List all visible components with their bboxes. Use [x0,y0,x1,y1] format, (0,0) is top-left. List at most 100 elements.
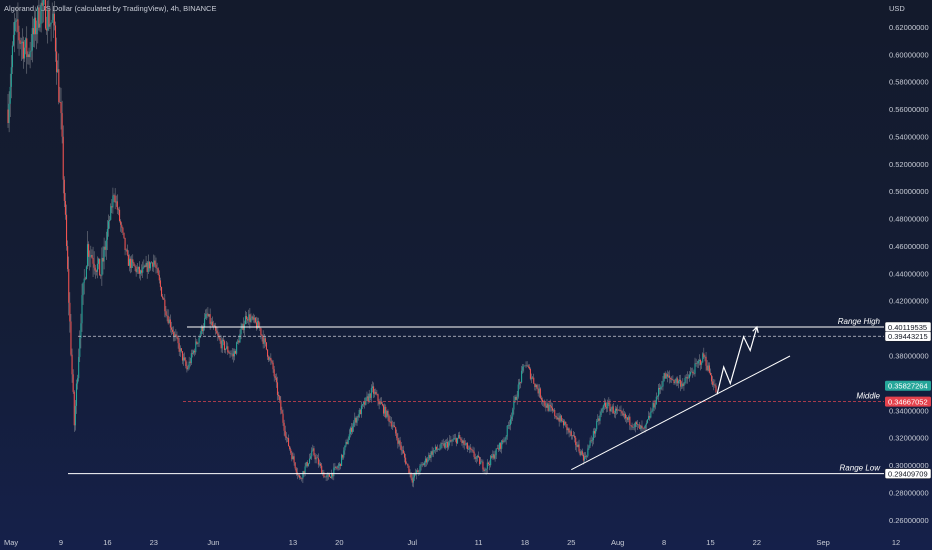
candle-body [22,41,25,59]
candle-body [16,19,18,21]
candle-body [133,262,135,266]
candle-body [74,405,76,426]
candle-body [406,463,408,465]
candle-body [219,338,221,341]
candle-body [624,414,626,419]
candle-body [557,417,559,420]
candle-body [223,341,226,350]
candle-body [40,2,42,24]
candle-body [608,402,610,404]
candle-body [77,378,79,384]
candle-body [452,439,454,441]
candle-body [176,335,178,338]
candle-body [539,388,541,398]
candle-body [545,405,547,408]
candle-body [125,249,127,251]
candle-body [649,416,651,418]
candle-body [409,472,411,474]
candle-body [50,22,52,25]
candle-body [286,437,288,439]
y-tick-label: 0.50000000 [889,187,929,196]
candle-body [113,195,115,197]
candle-body [349,427,351,435]
candle-body [434,446,436,451]
candle-body [72,374,74,392]
candle-body [525,365,527,367]
candle-body [154,260,156,265]
candle-body [334,466,336,468]
candle-body [186,366,188,370]
candle-body [300,477,302,479]
candle-body [301,478,303,480]
candle-body [315,457,317,460]
candle-body [431,451,433,455]
candle-body [604,402,607,408]
candle-body [672,379,674,381]
candle-body [308,458,311,464]
candle-body [475,457,477,459]
candle-body [617,409,619,411]
candle-body [145,262,147,267]
candle-body [202,327,205,332]
candle-body [164,299,166,312]
candle-body [41,2,43,6]
candle-body [536,384,538,389]
candle-body [567,428,569,431]
candle-body [53,13,55,26]
candle-body [449,440,451,443]
candle-body [281,410,283,414]
x-tick-label: 18 [521,538,529,547]
candle-body [33,17,36,35]
candle-body [194,350,196,353]
candle-body [437,449,439,451]
candle-body [31,28,33,51]
candle-body [109,219,111,222]
candle-body [534,383,536,388]
candle-body [708,365,710,373]
levels-layer: Range High Middle Range Low [68,317,884,475]
candle-body [110,206,112,220]
candle-body [61,113,63,137]
candle-body [146,262,148,272]
candle-body [88,244,90,257]
candle-body [275,377,277,383]
candle-body [546,403,548,408]
candle-body [56,51,58,73]
candle-body [175,334,177,336]
candle-body [107,221,110,230]
candle-body [691,371,693,373]
candle-body [310,456,312,459]
candle-body [284,430,286,437]
candle-body [80,323,82,339]
candle-body [317,458,319,465]
candle-body [155,264,157,268]
candle-body [363,402,365,405]
candle-body [518,382,520,385]
candle-body [75,383,78,406]
candle-body [316,457,318,459]
candle-body [42,0,44,6]
candle-body [571,435,573,436]
candle-body [9,86,11,104]
candle-body [638,424,640,426]
candle-body [612,406,614,414]
candle-body [463,440,465,445]
candle-body [603,402,605,406]
candle-body [676,378,678,384]
candle-body [244,316,247,325]
candle-body [139,270,142,274]
candle-body [378,400,380,405]
candle-body [544,401,546,406]
candle-body [553,409,555,411]
candle-body [96,263,99,272]
candle-body [587,448,589,456]
candle-body [501,440,503,449]
candle-body [714,384,716,386]
projection-arrowhead [752,325,759,333]
x-tick-label: Jun [207,538,219,547]
candle-body [673,379,675,384]
candle-body [588,445,590,449]
candle-body [579,451,581,456]
candle-body [241,323,243,329]
